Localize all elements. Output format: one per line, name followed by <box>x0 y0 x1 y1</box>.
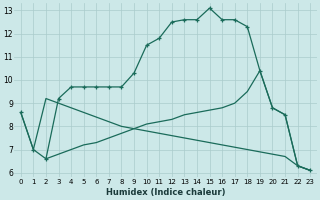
X-axis label: Humidex (Indice chaleur): Humidex (Indice chaleur) <box>106 188 225 197</box>
